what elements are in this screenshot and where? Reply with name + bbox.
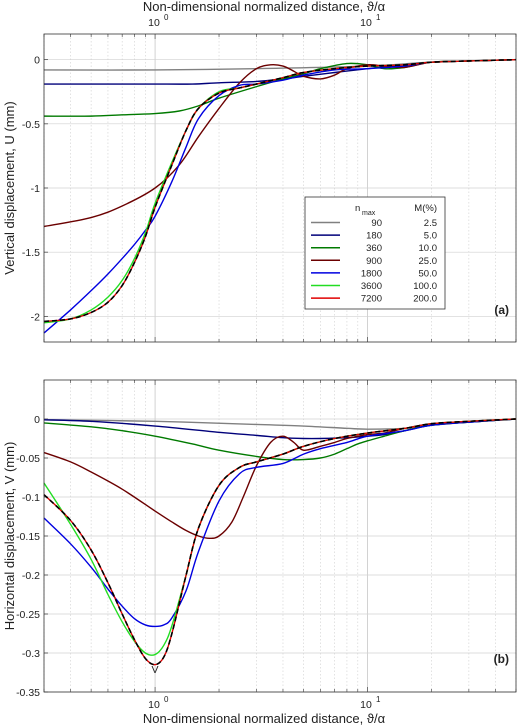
y-tick-label: -1: [31, 183, 40, 195]
bottom-x-axis-label: Non-dimensional normalized distance, ϑ/α: [143, 711, 386, 725]
legend-m-value: 2.5: [424, 218, 437, 229]
top-x-tick-exponent: 1: [376, 13, 381, 22]
legend-m-value: 200.0: [413, 294, 437, 305]
bottom-x-tick-base: 10: [360, 699, 372, 711]
minimum-v-marker: V: [151, 664, 158, 676]
top-x-tick-label-1e1: 10 1: [360, 13, 381, 29]
legend-m-value: 10.0: [419, 243, 438, 254]
y-tick-label: -0.1: [22, 492, 40, 504]
bottom-x-tick-label-1e1: 10 1: [360, 695, 381, 711]
panel-b-y-ticks: 0 -0.05 -0.1 -0.15 -0.2 -0.25 -0.3 -0.35: [16, 414, 40, 699]
y-tick-label: -0.05: [16, 453, 40, 465]
top-x-tick-base: 10: [360, 17, 372, 29]
bottom-x-tick-base: 10: [148, 699, 160, 711]
top-x-tick-base: 10: [148, 17, 160, 29]
legend-n-value: 900: [366, 256, 382, 267]
y-tick-label: -0.25: [16, 609, 40, 621]
top-x-axis-label: Non-dimensional normalized distance, ϑ/α: [143, 0, 386, 14]
bottom-x-tick-exponent: 0: [164, 695, 169, 704]
bottom-x-tick-label-1e0: 10 0: [148, 695, 169, 711]
legend-n-value: 1800: [361, 268, 382, 279]
legend-n-value: 3600: [361, 281, 382, 292]
y-tick-label: -0.3: [22, 648, 40, 660]
legend-m-value: 100.0: [413, 281, 437, 292]
series-line-exact: [43, 58, 517, 323]
panel-b-label: (b): [494, 652, 509, 666]
y-tick-label: 0: [34, 55, 40, 67]
y-tick-label: -1.5: [22, 247, 40, 259]
panel-b-grid: [43, 380, 517, 693]
legend-n-value: 90: [371, 218, 382, 229]
y-tick-label: -0.2: [22, 570, 40, 582]
panel-a-y-ticks: 0 -0.5 -1 -1.5 -2: [22, 55, 40, 324]
legend-box: [304, 196, 446, 310]
bottom-x-tick-exponent: 1: [376, 695, 381, 704]
legend-header-n: n: [355, 203, 360, 214]
legend-m-value: 25.0: [419, 256, 438, 267]
panel-a-frame: [43, 33, 517, 343]
legend-n-value: 180: [366, 231, 382, 242]
legend-header-n-subscript: max: [362, 210, 376, 217]
y-tick-label: -2: [31, 311, 40, 323]
legend-m-value: 50.0: [419, 268, 438, 279]
series-line-n1800: [43, 418, 517, 628]
top-x-tick-exponent: 0: [164, 13, 169, 22]
legend-rows: 90 2.5 180 5.0 360 10.0 900 25.0 1800 50.0 3600 100…: [311, 218, 437, 305]
series-line-exact: [43, 418, 517, 666]
y-tick-label: -0.15: [16, 531, 40, 543]
panel-b-frame: [43, 379, 517, 693]
legend: n max M(%) 90 2.5 180 5.0 360 10.0 900 25.0 1800…: [304, 196, 446, 310]
panel-b-horizontal-displacement: 0 -0.05 -0.1 -0.15 -0.2 -0.25 -0.3 -0.35 Horizo…: [2, 379, 517, 699]
panel-a-y-axis-label: Vertical displacement, U (mm): [2, 101, 17, 274]
legend-n-value: 360: [366, 243, 382, 254]
top-x-tick-label-1e0: 10 0: [148, 13, 169, 29]
panel-a-label: (a): [494, 303, 509, 317]
legend-header-m: M(%): [414, 203, 437, 214]
y-tick-label: -0.35: [16, 687, 40, 699]
legend-m-value: 5.0: [424, 231, 437, 242]
panel-a-series: [43, 58, 517, 334]
panel-a-vertical-displacement: 0 -0.5 -1 -1.5 -2 Vertical displacement, U (…: [2, 33, 517, 343]
legend-n-value: 7200: [361, 294, 382, 305]
panel-b-series: [43, 418, 517, 666]
series-line-n1800: [43, 58, 517, 334]
y-tick-label: 0: [34, 414, 40, 426]
y-tick-label: -0.5: [22, 119, 40, 131]
panel-b-y-axis-label: Horizontal displacement, V (mm): [2, 442, 17, 631]
